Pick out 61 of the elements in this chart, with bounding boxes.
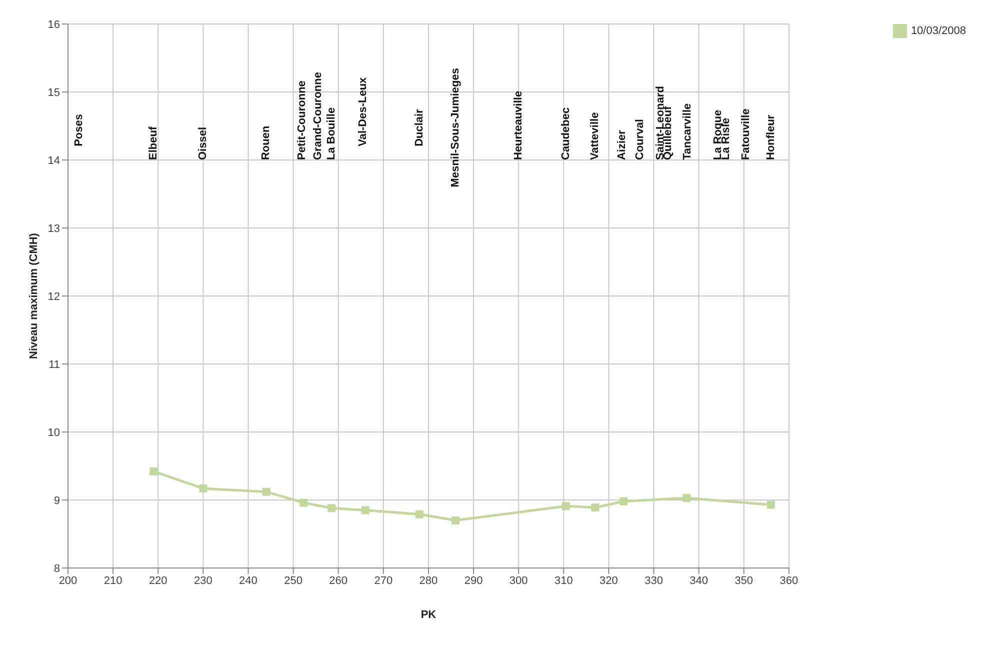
- annotation: Quillebeuf: [662, 106, 674, 160]
- annotation: Courval: [634, 119, 646, 160]
- point: [328, 504, 336, 512]
- point: [150, 467, 158, 476]
- x-tick-label: 210: [104, 574, 122, 587]
- y-tick-label: 13: [48, 222, 60, 235]
- y-tick-label: 12: [48, 290, 60, 303]
- annotation: Petit-Couronne: [296, 80, 308, 160]
- x-tick-label: 360: [780, 574, 798, 587]
- x-tick-label: 250: [284, 574, 302, 587]
- x-tick-label: 200: [58, 574, 78, 587]
- annotation: Val-Des-Leux: [357, 76, 370, 146]
- annotation: Aizier: [616, 129, 628, 160]
- y-tick-label: 9: [54, 494, 60, 507]
- annotation: Heurteauville: [512, 90, 525, 160]
- x-tick-label: 260: [329, 574, 348, 587]
- y-tick-label: 8: [54, 562, 60, 575]
- y-tick-label: 15: [48, 86, 60, 99]
- x-tick-label: 320: [600, 574, 618, 587]
- x-tick-label: 270: [374, 574, 393, 587]
- y-tick-label: 11: [48, 358, 60, 371]
- x-tick-label: 220: [148, 574, 168, 587]
- point: [620, 497, 628, 506]
- annotation: Vatteville: [589, 112, 602, 160]
- annotation: Rouen: [260, 126, 272, 160]
- point: [300, 498, 308, 507]
- y-tick-label: 14: [48, 154, 60, 167]
- x-tick-label: 350: [734, 574, 754, 587]
- y-axis-title: Niveau maximum (CMH): [28, 232, 40, 359]
- y-tick-label: 16: [48, 18, 60, 31]
- point: [766, 500, 775, 509]
- annotation: Oissel: [197, 126, 210, 160]
- x-tick-label: 300: [509, 574, 528, 587]
- x-tick-label: 290: [464, 574, 483, 587]
- annotation: Duclair: [413, 108, 426, 146]
- x-tick-label: 340: [690, 574, 708, 587]
- annotation: La Bouille: [326, 107, 338, 160]
- legend-label: 10/03/2008: [910, 24, 966, 37]
- point: [199, 484, 208, 492]
- point: [591, 503, 600, 512]
- annotation: Fatouville: [740, 108, 752, 160]
- annotation: Honfleur: [764, 114, 777, 160]
- x-axis-title: PK: [420, 609, 436, 621]
- x-tick-label: 310: [554, 574, 573, 587]
- point: [682, 494, 691, 502]
- annotation: Caudebec: [560, 107, 572, 160]
- point: [361, 506, 370, 514]
- x-tick-label: 280: [419, 574, 438, 587]
- point: [415, 510, 424, 518]
- y-tick-label: 10: [48, 426, 60, 439]
- point: [562, 502, 570, 510]
- x-tick-label: 330: [644, 574, 663, 587]
- annotation: Elbeuf: [148, 126, 160, 160]
- x-tick-label: 230: [194, 574, 212, 587]
- annotation: Mesnil-Sous-Jumieges: [449, 68, 462, 188]
- point: [452, 516, 460, 524]
- point: [262, 488, 270, 496]
- annotation: Poses: [73, 114, 86, 146]
- annotation: Grand-Couronne: [312, 72, 324, 160]
- x-tick-label: 240: [239, 574, 258, 587]
- annotation: Tancarville: [682, 103, 694, 160]
